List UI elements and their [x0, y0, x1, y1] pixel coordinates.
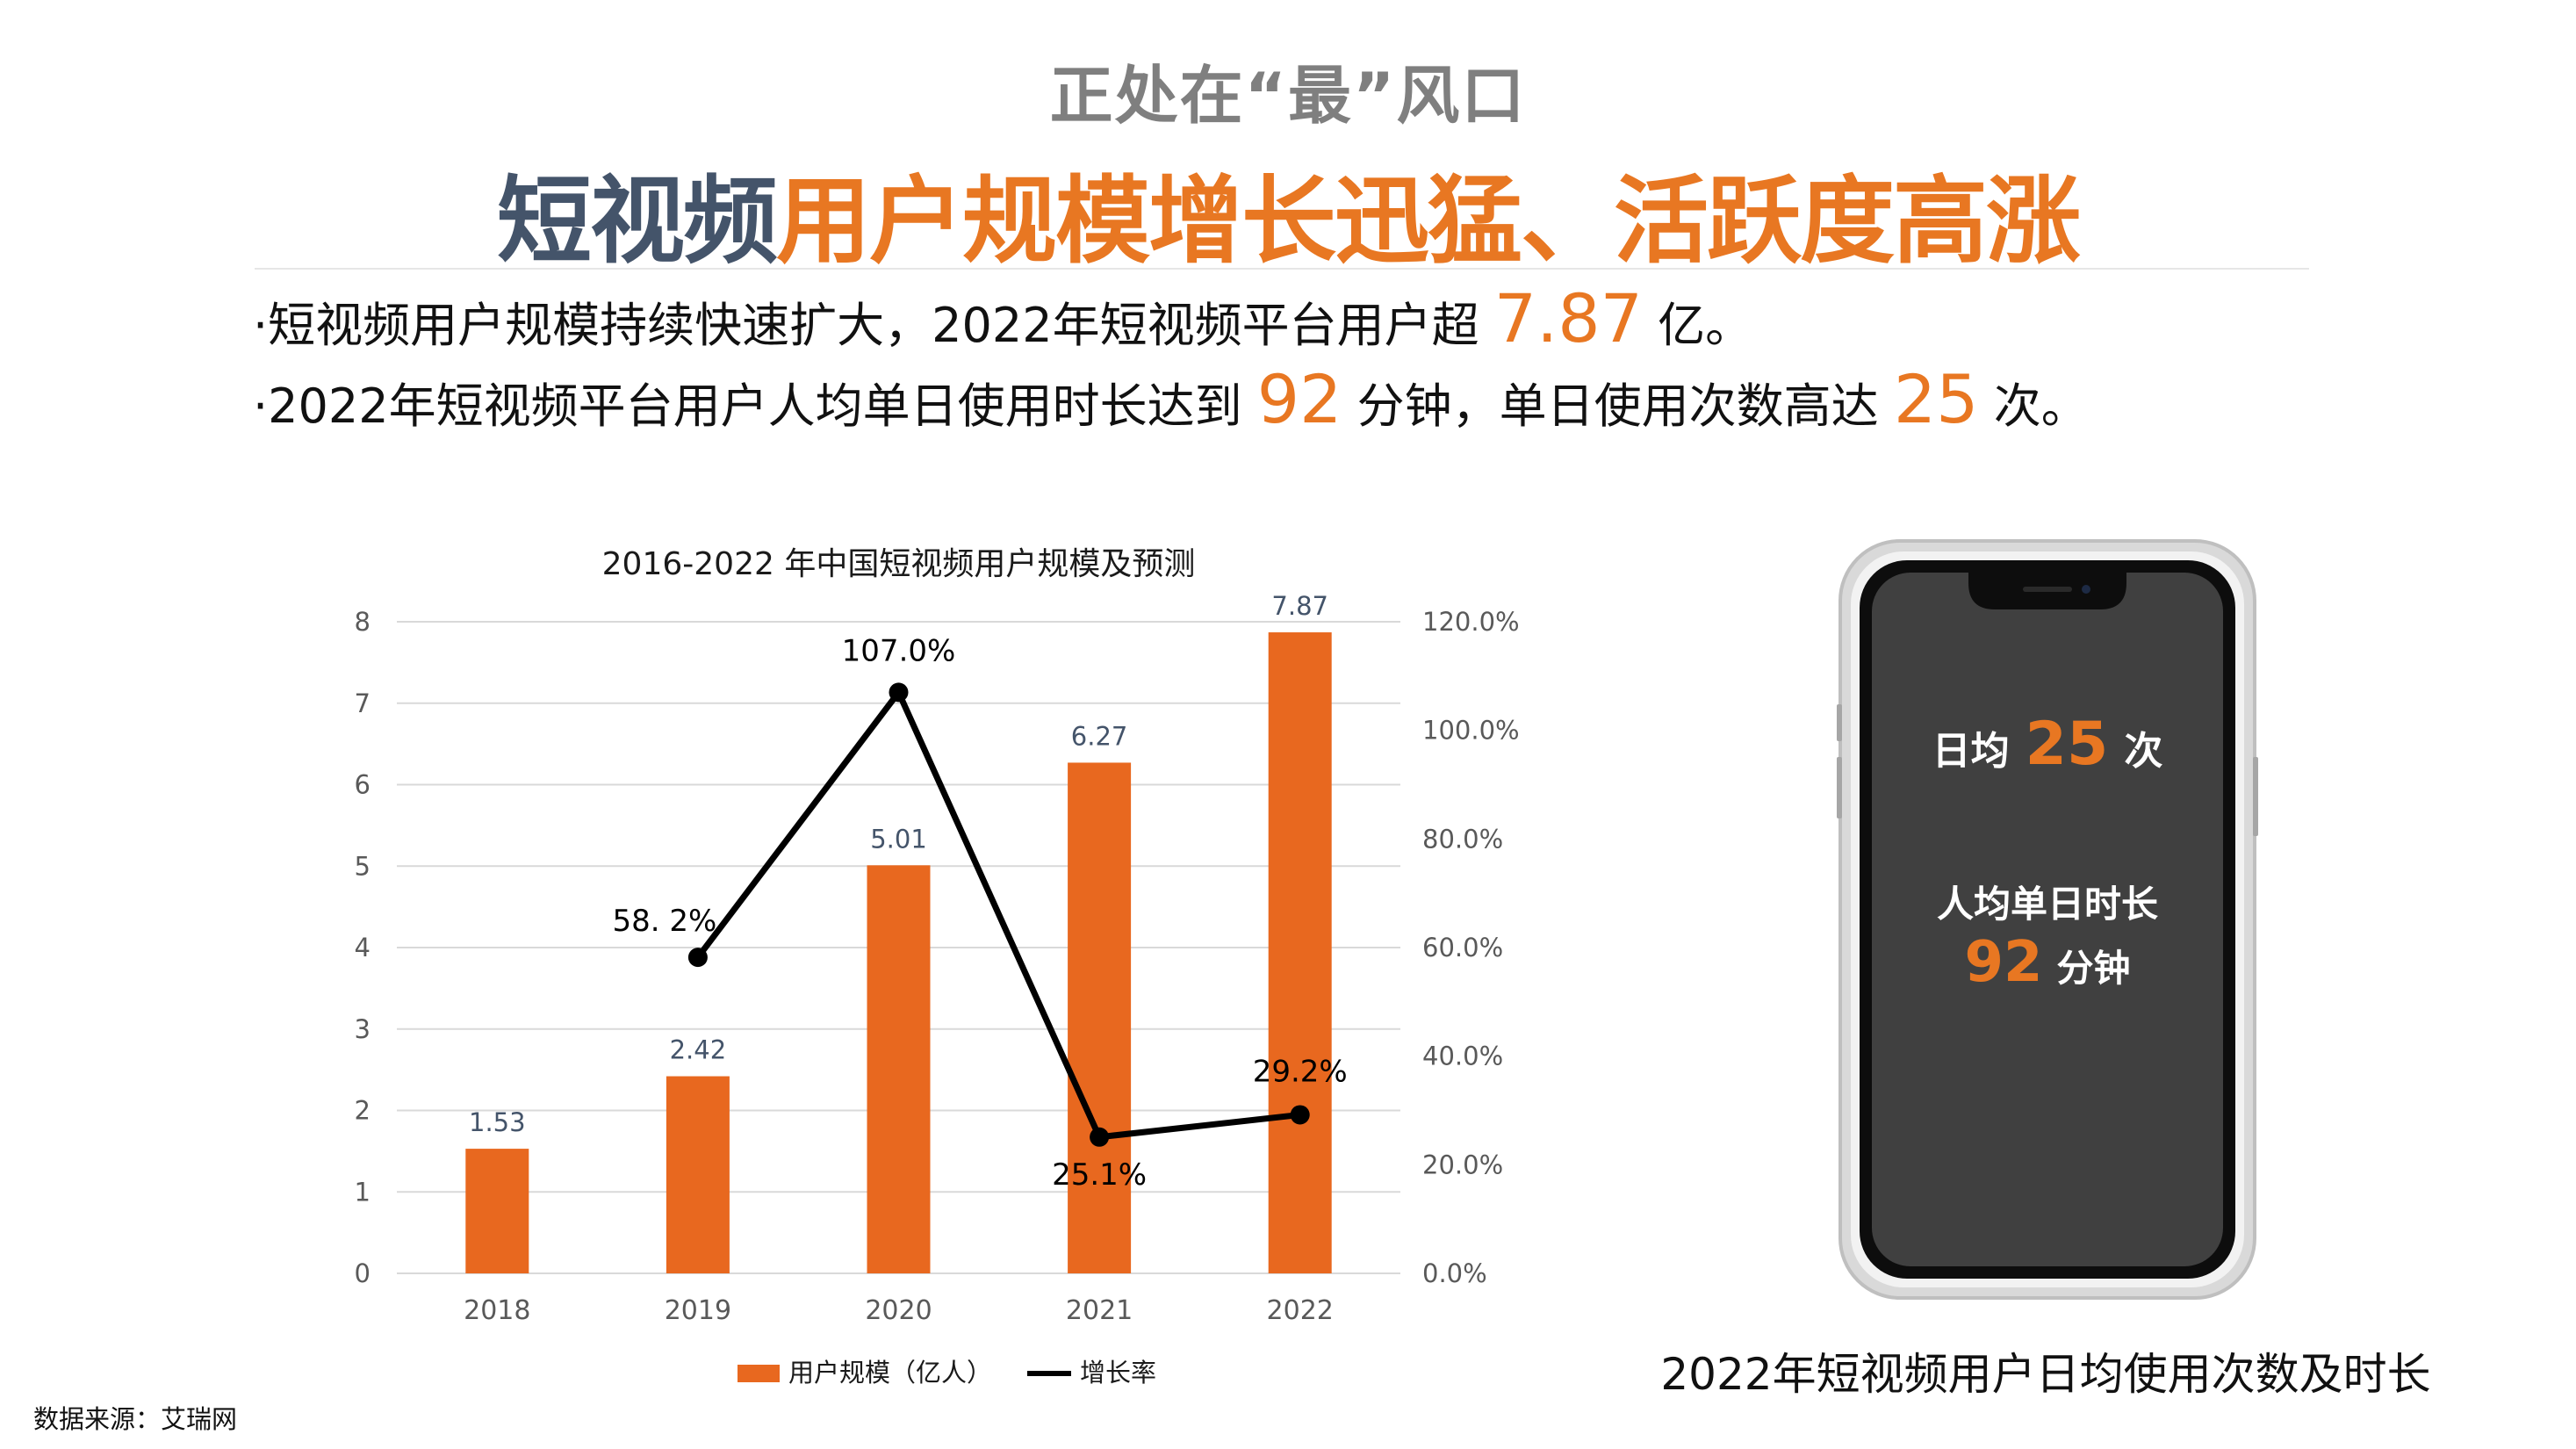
y-left-tick-label: 7 [355, 688, 371, 718]
camera-icon [2082, 585, 2090, 594]
bar-data-label: 2.42 [670, 1035, 727, 1065]
growth-rate-label: 107.0% [842, 633, 956, 668]
y-left-tick-label: 8 [355, 607, 371, 637]
volume-button [1837, 704, 1842, 741]
x-tick-label: 2019 [665, 1295, 731, 1326]
bar [1268, 632, 1332, 1273]
phone-duration-label: 人均单日时长 [1937, 883, 2158, 926]
y-right-tick-label: 60.0% [1422, 933, 1503, 962]
x-tick-label: 2022 [1267, 1295, 1334, 1326]
user-scale-chart: 2016-2022 年中国短视频用户规模及预测 0 1 2 3 4 5 6 7 8 0.0% 20.0… [316, 527, 1563, 1405]
bullet-text: 分钟，单日使用次数高达 [1342, 378, 1894, 434]
phone-duration-value: 92 分钟 [1964, 930, 2130, 995]
y-right-tick-label: 120.0% [1422, 607, 1520, 637]
growth-rate-point [1090, 1127, 1110, 1147]
speaker-grille [2023, 587, 2072, 592]
slide-headline: 短视频用户规模增长迅猛、活跃度高涨 [0, 145, 2576, 282]
y-right-tick-label: 80.0% [1422, 824, 1503, 854]
bullet-text: 亿。 [1642, 298, 1753, 353]
headline-dark-part: 短视频 [496, 167, 778, 277]
growth-rate-line [695, 688, 1301, 1141]
x-tick-label: 2018 [464, 1295, 530, 1326]
chart-svg: 2016-2022 年中国短视频用户规模及预测0123456780.0%20.0… [355, 546, 1520, 1388]
bar-data-label: 5.01 [870, 824, 927, 854]
legend-swatch-bar [738, 1365, 780, 1382]
bar [867, 865, 931, 1273]
y-right-tick-label: 20.0% [1422, 1150, 1503, 1179]
y-right-tick-label: 0.0% [1422, 1258, 1487, 1288]
bullet-number: 25 [1893, 360, 1979, 438]
phone-duration-number: 92 [1964, 930, 2042, 995]
y-left-tick-label: 3 [355, 1014, 371, 1044]
phone-svg: 日均 25 次 人均单日时长 92 分钟 [1837, 539, 2258, 1300]
growth-rate-label: 25.1% [1052, 1157, 1147, 1193]
growth-rate-point [889, 682, 909, 703]
phone-caption: 2022年短视频用户日均使用次数及时长 [1660, 1349, 2431, 1400]
slide-subtitle: 正处在“最”风口 [1049, 59, 1527, 133]
y-left-tick-label: 0 [355, 1258, 371, 1288]
bar-data-label: 7.87 [1271, 591, 1328, 621]
y-left-tick-label: 2 [355, 1096, 371, 1126]
growth-rate-label: 58. 2% [612, 904, 716, 939]
power-button [2253, 757, 2258, 836]
phone-daily-count: 日均 25 次 [1932, 710, 2163, 779]
y-left-tick-label: 6 [355, 770, 371, 800]
volume-button [1837, 757, 1842, 818]
x-tick-label: 2021 [1066, 1295, 1133, 1326]
bar-data-label: 1.53 [469, 1107, 526, 1137]
bullet-user-scale: ·短视频用户规模持续快速扩大，2022年短视频平台用户超 7.87 亿。 [253, 279, 1752, 357]
headline-accent-part: 用户规模增长迅猛、活跃度高涨 [776, 167, 2081, 277]
growth-rate-point [687, 948, 708, 968]
phone-screen [1872, 573, 2223, 1266]
divider [255, 268, 2309, 270]
bar [465, 1149, 529, 1273]
bar-data-label: 6.27 [1071, 721, 1128, 751]
y-right-tick-label: 100.0% [1422, 716, 1520, 746]
legend-label-bar: 用户规模（亿人） [788, 1358, 992, 1388]
chart-title: 2016-2022 年中国短视频用户规模及预测 [602, 546, 1196, 582]
y-left-tick-label: 4 [355, 933, 371, 962]
bar [1068, 762, 1132, 1273]
bullet-text: ·短视频用户规模持续快速扩大，2022年短视频平台用户超 [253, 298, 1494, 353]
bar [666, 1076, 730, 1273]
bullet-usage: ·2022年短视频平台用户人均单日使用时长达到 92 分钟，单日使用次数高达 2… [253, 360, 2089, 438]
y-left-tick-label: 1 [355, 1177, 371, 1207]
growth-rate-label: 29.2% [1253, 1054, 1348, 1089]
y-left-tick-label: 5 [355, 851, 371, 881]
bullet-text: ·2022年短视频平台用户人均单日使用时长达到 [253, 378, 1257, 434]
legend-label-line: 增长率 [1080, 1358, 1156, 1388]
y-right-tick-label: 40.0% [1422, 1042, 1503, 1071]
bullet-number: 7.87 [1493, 279, 1643, 357]
growth-rate-point [1290, 1105, 1310, 1125]
phone-illustration: 日均 25 次 人均单日时长 92 分钟 [1837, 537, 2258, 1301]
data-source: 数据来源：艾瑞网 [33, 1404, 238, 1434]
phone-count-number: 25 [2026, 710, 2109, 779]
bullet-number: 92 [1256, 360, 1342, 438]
x-tick-label: 2020 [865, 1295, 932, 1326]
bullet-text: 次。 [1978, 378, 2089, 434]
